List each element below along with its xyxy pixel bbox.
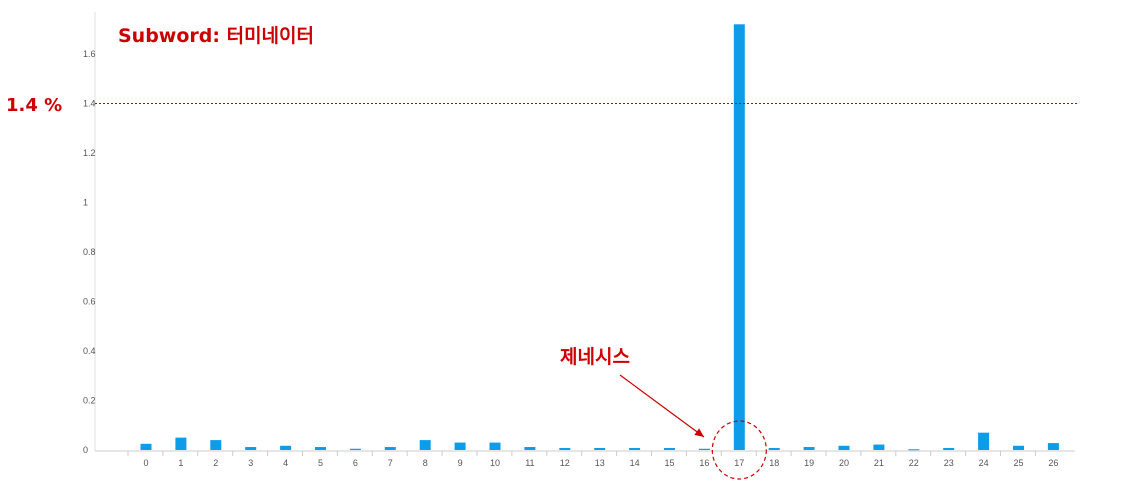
x-tick-label: 0	[143, 458, 148, 468]
x-tick-label: 1	[178, 458, 183, 468]
bar	[594, 448, 606, 450]
y-tick-labels: 0 0.2 0.4 0.6 0.8 1 1.2 1.4 1.6	[83, 49, 96, 455]
x-tick-label: 10	[490, 458, 500, 468]
x-tick-label: 11	[525, 458, 534, 468]
x-tick-label: 24	[979, 458, 989, 468]
x-tick-label: 15	[664, 458, 674, 468]
y-tick-label: 0	[83, 445, 88, 455]
bar	[803, 447, 815, 450]
x-tick-labels: 0 1 2 3 4 5 6 7 8 9 10 11 12 13 14 15 16 17 18 19 20 21 22 23 24…	[127, 451, 1058, 468]
bar	[280, 445, 292, 450]
bar	[419, 440, 431, 450]
annotation-arrow	[619, 374, 705, 438]
bar	[210, 440, 222, 450]
bar	[943, 448, 955, 450]
x-tick-label: 13	[595, 458, 605, 468]
reference-line-label: 1.4 %	[6, 95, 62, 116]
bar	[1047, 443, 1059, 450]
annotation-label: 제네시스	[560, 346, 630, 368]
x-tick-label: 19	[804, 458, 814, 468]
bar	[873, 444, 885, 450]
bar	[315, 447, 326, 450]
bar	[489, 442, 501, 450]
x-tick-label: 22	[909, 458, 919, 468]
y-tick-label: 1.2	[83, 148, 96, 158]
y-tick-label: 0.4	[83, 346, 96, 356]
x-tick-label: 17	[734, 458, 744, 468]
x-tick-label: 3	[248, 458, 253, 468]
bar	[664, 448, 675, 450]
x-tick-label: 7	[388, 458, 393, 468]
x-tick-label: 26	[1048, 458, 1058, 468]
bar	[454, 442, 466, 450]
y-tick-label: 1.4	[83, 99, 96, 109]
bar	[733, 24, 745, 451]
bar	[629, 448, 641, 450]
y-tick-label: 0.6	[83, 297, 96, 307]
bar	[524, 447, 536, 450]
bar	[349, 448, 361, 450]
bar	[175, 437, 187, 450]
x-tick-label: 9	[458, 458, 463, 468]
x-tick-label: 5	[318, 458, 323, 468]
bar	[384, 447, 396, 450]
annotation-arrowhead	[694, 428, 704, 437]
bar	[559, 448, 571, 450]
x-tick-label: 23	[944, 458, 954, 468]
x-tick-label: 16	[699, 458, 709, 468]
bar	[908, 449, 920, 451]
x-tick-label: 8	[423, 458, 428, 468]
plot-area	[94, 12, 1075, 452]
x-tick-label: 12	[560, 458, 570, 468]
x-tick-label: 14	[630, 458, 640, 468]
x-tick-label: 21	[874, 458, 884, 468]
y-tick-label: 0.2	[83, 396, 96, 406]
bar	[245, 447, 257, 450]
highlight-circle	[711, 420, 767, 480]
bar	[978, 432, 990, 450]
x-tick-label: 25	[1013, 458, 1023, 468]
bar	[140, 443, 152, 450]
x-tick-label: 4	[283, 458, 288, 468]
x-tick-label: 6	[353, 458, 358, 468]
y-tick-label: 0.8	[83, 247, 96, 257]
bars	[140, 24, 1059, 451]
x-tick-label: 2	[213, 458, 218, 468]
bar	[838, 445, 850, 450]
bar	[698, 448, 710, 450]
y-tick-label: 1	[83, 198, 88, 208]
y-tick-label: 1.6	[83, 49, 96, 59]
x-tick-label: 20	[839, 458, 849, 468]
bar	[1013, 445, 1024, 450]
bar	[768, 448, 780, 450]
chart-title: Subword: 터미네이터	[118, 25, 314, 47]
x-tick-label: 18	[769, 458, 779, 468]
